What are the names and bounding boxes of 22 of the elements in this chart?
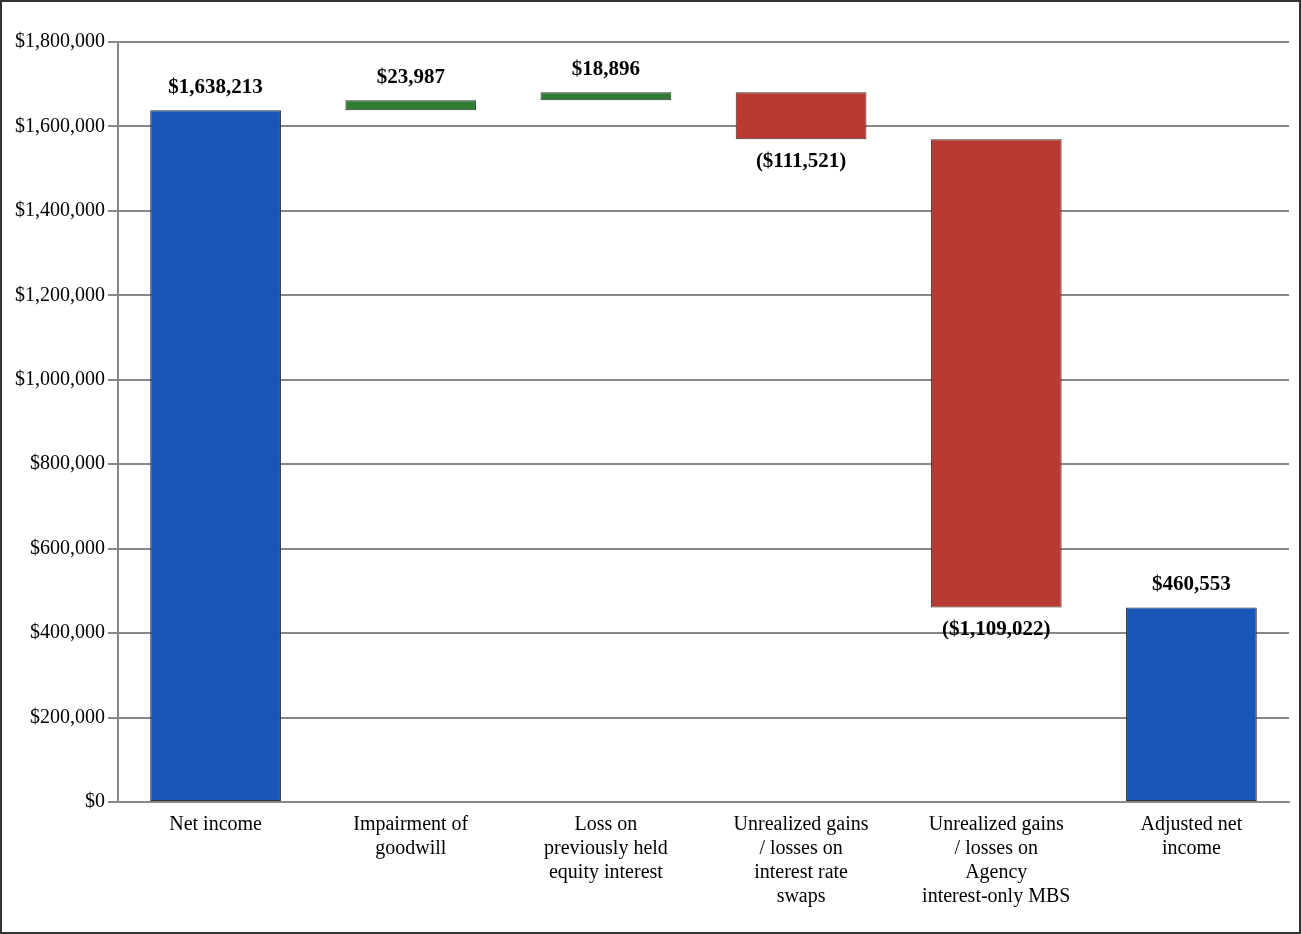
- y-tick-label: $200,000: [30, 704, 105, 727]
- y-tick-label: $0: [85, 789, 105, 812]
- x-tick-label: Impairment of goodwill: [353, 812, 469, 860]
- y-tick-label: $1,400,000: [15, 198, 105, 221]
- x-tick-label: Net income: [169, 812, 263, 835]
- y-tick-label: $400,000: [30, 620, 105, 643]
- y-tick-label: $1,800,000: [15, 29, 105, 52]
- data-label: $23,987: [376, 64, 445, 89]
- x-tick-label: Unrealized gains / losses on interest rate swaps: [733, 812, 869, 908]
- y-tick-label: $1,000,000: [15, 367, 105, 390]
- data-label: $1,638,213: [168, 74, 263, 99]
- x-tick-label: Loss on previously held equity interest: [543, 812, 668, 884]
- y-tick-label: $1,200,000: [15, 282, 105, 305]
- data-label: $460,553: [1152, 571, 1231, 596]
- x-tick-label: Unrealized gains / losses on Agency interest-only MBS: [922, 812, 1071, 908]
- x-tick-label: Adjusted net income: [1140, 812, 1243, 859]
- data-label: $18,896: [571, 56, 641, 81]
- y-tick-label: $600,000: [30, 535, 105, 558]
- y-tick-label: $1,600,000: [15, 113, 105, 136]
- data-label: ($111,521): [755, 148, 847, 173]
- y-tick-label: $800,000: [30, 451, 105, 474]
- data-label: ($1,109,022): [942, 616, 1051, 641]
